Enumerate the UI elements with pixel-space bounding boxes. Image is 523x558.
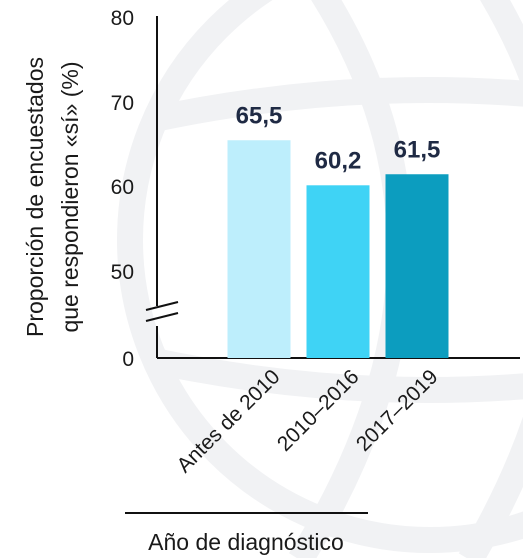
y-tick-label-70: 70 (111, 92, 134, 115)
y-tick-label-80: 80 (111, 7, 134, 30)
value-label-antes-de-2010: 65,5 (236, 102, 283, 129)
y-axis-title-line2: que respondieron «sí» (%) (57, 61, 83, 332)
y-axis-title-line1: Proporción de encuestados (22, 57, 48, 337)
axis-break (145, 301, 179, 322)
y-tick-label-0: 0 (122, 348, 134, 371)
bar-2010-2016 (306, 185, 370, 358)
y-tick-label-50: 50 (111, 261, 134, 284)
y-tick-label-60: 60 (111, 176, 134, 199)
value-label-2010-2016: 60,2 (315, 147, 362, 174)
x-axis-title: Año de diagnóstico (148, 529, 344, 555)
value-label-2017-2019: 61,5 (394, 136, 441, 163)
bar-antes-de-2010 (227, 140, 291, 358)
bar-2017-2019 (385, 174, 449, 358)
